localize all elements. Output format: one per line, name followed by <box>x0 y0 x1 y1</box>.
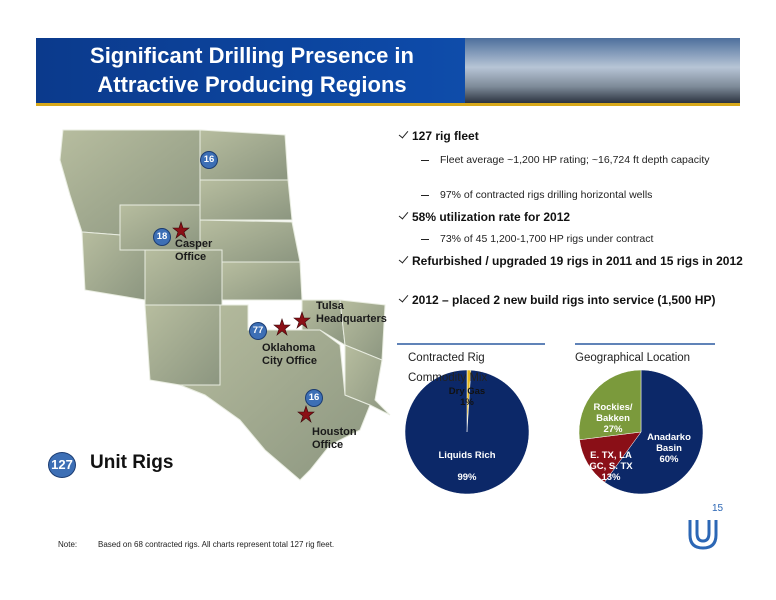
slice-value: 27% <box>603 424 623 435</box>
slice-label: Rockies/ Bakken <box>593 402 633 424</box>
office-stars <box>172 221 315 423</box>
pie-slice <box>578 369 642 441</box>
logo <box>688 520 718 550</box>
slice-value: 60% <box>659 454 679 465</box>
office-label: Casper Office <box>175 238 213 263</box>
bullet: 58% utilization rate for 2012 <box>400 209 757 226</box>
total-label: Unit Rigs <box>90 452 174 473</box>
slice-label: Liquids Rich <box>438 450 496 461</box>
bullet: Refurbished / upgraded 19 rigs in 2011 a… <box>400 253 757 270</box>
header-rule <box>36 103 740 106</box>
rig-count: 77 <box>249 322 267 340</box>
slice-label: Anadarko Basin <box>647 432 691 454</box>
note: Based on 68 contracted rigs. All charts … <box>98 540 335 549</box>
office-label: Oklahoma City Office <box>262 342 318 367</box>
slice-label: E. TX, LA GC, S. TX <box>589 450 633 472</box>
slice-value: 1% <box>460 397 474 408</box>
pie-slice <box>604 369 704 495</box>
pie-slice <box>404 369 530 495</box>
header-photo <box>465 38 740 103</box>
bullet: 127 rig fleet <box>400 128 757 145</box>
slice-value: 13% <box>601 472 621 483</box>
sub-bullet: 73% of 45 1,200-1,700 HP rigs under cont… <box>421 231 740 248</box>
office-label: Tulsa Headquarters <box>316 300 387 325</box>
rig-count: 16 <box>200 151 218 169</box>
slice-value: 99% <box>457 472 477 483</box>
slice-label: Dry Gas <box>448 386 486 397</box>
slide-title: Significant Drilling Presence in Attract… <box>90 43 414 97</box>
note-label: Note: <box>58 540 78 549</box>
sub-bullet: Fleet average ~1,200 HP rating; ~16,724 … <box>421 152 740 169</box>
total-rigs: 127 <box>48 452 76 478</box>
sub-bullet: 97% of contracted rigs drilling horizont… <box>421 187 740 204</box>
pie-title: Contracted Rig Commodity Mix <box>408 352 488 384</box>
pie-title: Geographical Location <box>575 352 691 364</box>
page-number: 15 <box>712 503 724 514</box>
map <box>59 129 391 481</box>
rig-count: 18 <box>153 228 171 246</box>
rig-count: 16 <box>305 389 323 407</box>
bullet: 2012 – placed 2 new build rigs into serv… <box>400 292 757 309</box>
office-label: Houston Office <box>312 426 357 451</box>
